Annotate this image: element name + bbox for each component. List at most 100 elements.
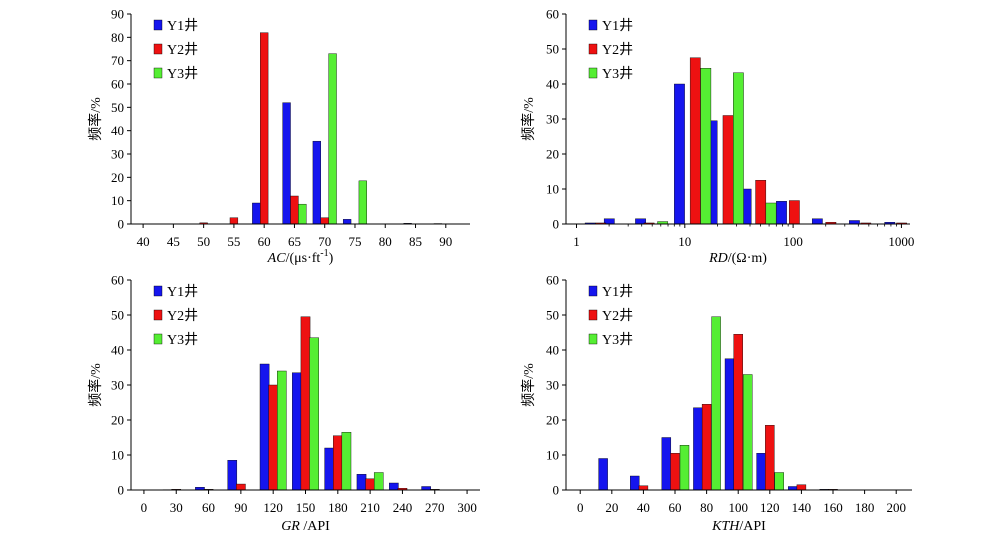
- y-axis-label: 频率/%: [87, 97, 104, 141]
- x-tick-label: 65: [288, 234, 301, 249]
- bar-kth-y3-3: [774, 472, 784, 491]
- x-tick-label: 200: [886, 500, 906, 515]
- bar-kth-y1-5: [756, 453, 766, 491]
- legend-label-y1: Y1井: [167, 18, 198, 34]
- legend-label-y2: Y2井: [167, 42, 198, 58]
- bar-kth-y2-5: [796, 484, 807, 491]
- bar-rd-y1-8: [849, 220, 860, 225]
- y-tick-label: 40: [111, 343, 124, 358]
- y-tick-label: 20: [111, 170, 124, 185]
- bar-rd-y1-6: [776, 201, 787, 225]
- y-tick-label: 40: [546, 343, 559, 358]
- legend-label-y3: Y3井: [602, 332, 633, 348]
- legend-label-y1: Y1井: [602, 284, 633, 300]
- x-tick-label: 240: [393, 500, 413, 515]
- bar-rd-y3-3: [765, 202, 777, 225]
- y-tick-label: 10: [111, 193, 124, 208]
- bar-gr-y1-4: [292, 372, 302, 491]
- x-axis-label: AC/(μs·ft-1): [267, 248, 334, 266]
- bar-kth-y1-3: [693, 407, 703, 491]
- bar-rd-y3-1: [700, 68, 712, 225]
- legend-swatch-y2: [153, 309, 163, 321]
- legend-swatch-y2: [153, 43, 163, 55]
- x-axis-label-unit: /API: [739, 519, 766, 534]
- bar-ac-y1-3: [342, 219, 352, 225]
- y-tick-label: 30: [111, 378, 124, 393]
- bar-kth-y1-2: [661, 437, 672, 491]
- bar-kth-y2-4: [765, 425, 775, 491]
- bar-kth-y2-0: [638, 485, 649, 491]
- bar-gr-y1-7: [389, 482, 399, 491]
- bar-gr-y2-4: [300, 316, 311, 491]
- bar-ac-y1-1: [282, 102, 291, 225]
- x-tick-label: 80: [379, 234, 392, 249]
- bar-ac-y1-0: [252, 202, 261, 225]
- legend-swatch-y1: [588, 285, 598, 297]
- legend-swatch-y1: [153, 285, 163, 297]
- x-axis-label: KTH/API: [711, 519, 766, 534]
- legend-swatch-y2: [588, 43, 598, 55]
- bar-kth-y1-4: [724, 358, 735, 491]
- bar-kth-y1-0: [598, 458, 608, 491]
- bar-ac-y2-4: [320, 217, 329, 225]
- bar-gr-y2-5: [333, 435, 343, 491]
- y-tick-label: 30: [111, 147, 124, 162]
- bar-gr-y3-3: [373, 472, 384, 491]
- y-tick-label: 50: [111, 308, 124, 323]
- bar-ac-y2-1: [229, 217, 239, 225]
- x-tick-label: 60: [202, 500, 215, 515]
- x-tick-label: 90: [234, 500, 247, 515]
- bar-gr-y2-3: [268, 384, 278, 491]
- bar-gr-y1-6: [356, 474, 367, 491]
- bar-rd-y2-5: [788, 200, 800, 225]
- y-tick-label: 10: [546, 448, 559, 463]
- y-axis-label: 频率/%: [87, 363, 104, 407]
- legend-label-y2: Y2井: [167, 308, 198, 324]
- chart-gr: 0 10 20 30 40 50 60 0 30 60 90 120 150 180 210 240 270 30…: [87, 273, 480, 534]
- y-tick-label: 20: [546, 147, 559, 162]
- bar-kth-y2-1: [670, 453, 680, 491]
- y-tick-label: 50: [546, 42, 559, 57]
- bar-ac-y3-1: [328, 53, 337, 225]
- x-tick-label: 85: [409, 234, 422, 249]
- x-axis-label-variable: AC: [267, 251, 287, 266]
- x-axis-label-unit: /API: [300, 519, 330, 534]
- legend-swatch-y3: [588, 67, 598, 79]
- x-tick-label: 180: [855, 500, 875, 515]
- x-axis-label: RD/(Ω·m): [708, 251, 767, 266]
- chart-kth: 0 10 20 30 40 50 60 0 20 40 60 80 100 120 140 160 180 200…: [520, 273, 912, 534]
- bar-rd-y3-2: [733, 72, 744, 225]
- bar-rd-y2-3: [722, 115, 734, 225]
- x-tick-label: 0: [141, 500, 148, 515]
- bar-kth-y1-6: [788, 486, 798, 491]
- legend-swatch-y2: [588, 309, 598, 321]
- legend-label-y2: Y2井: [602, 42, 633, 58]
- y-tick-label: 0: [553, 483, 560, 498]
- bar-gr-y2-6: [365, 478, 375, 491]
- x-tick-label: 300: [457, 500, 477, 515]
- x-axis-label-superscript: -1: [320, 248, 328, 259]
- bar-ac-y3-2: [358, 180, 367, 225]
- x-axis-label-variable: GR: [281, 519, 300, 534]
- y-tick-label: 90: [111, 7, 124, 22]
- legend-swatch-y3: [153, 67, 163, 79]
- x-axis-label-close: ): [329, 251, 334, 266]
- x-tick-label: 55: [227, 234, 240, 249]
- bar-kth-y2-2: [701, 404, 712, 491]
- chart-rd: 0 10 20 30 40 50 60 1 10 100 1000 频率/% RD/(Ω·m) Y1井 Y2…: [520, 7, 914, 267]
- y-tick-label: 60: [546, 273, 559, 288]
- x-tick-label: 60: [669, 500, 682, 515]
- x-tick-label: 10: [678, 234, 691, 249]
- x-tick-label: 45: [167, 234, 180, 249]
- bar-gr-y1-5: [324, 447, 334, 491]
- x-tick-label: 20: [605, 500, 618, 515]
- legend-swatch-y3: [588, 333, 598, 345]
- y-tick-label: 0: [118, 483, 125, 498]
- legend-label-y3: Y3井: [602, 66, 633, 82]
- x-tick-label: 210: [360, 500, 380, 515]
- bar-gr-y1-2: [227, 460, 238, 491]
- x-tick-label: 75: [348, 234, 361, 249]
- x-tick-label: 40: [637, 500, 650, 515]
- bar-kth-y2-3: [733, 334, 743, 491]
